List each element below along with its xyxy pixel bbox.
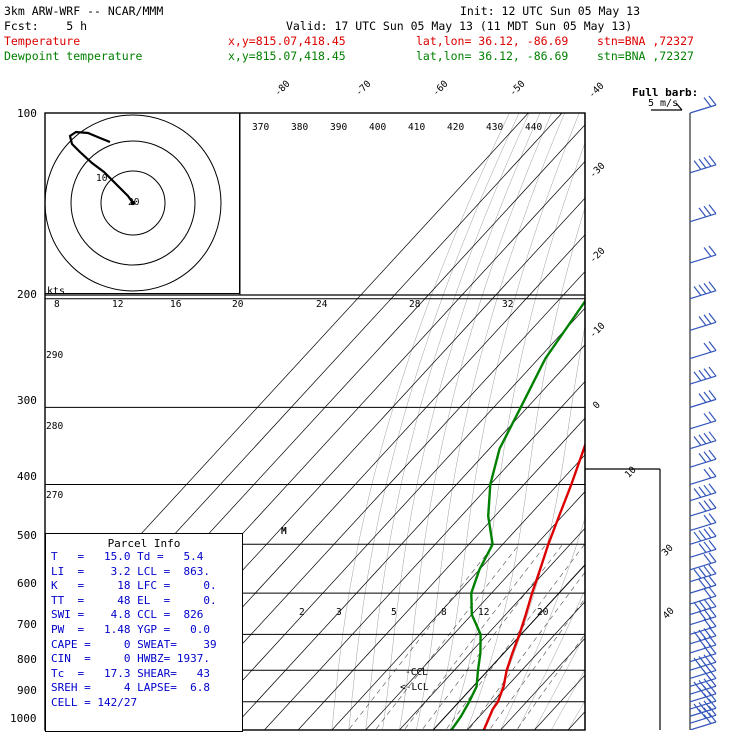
pressure-label-300: 300: [17, 394, 37, 407]
mixratio-label-5: 5: [391, 607, 397, 618]
hodograph: [44, 114, 222, 292]
pressure-label-700: 700: [17, 618, 37, 631]
dewpoint-legend-label: Dewpoint temperature: [4, 49, 143, 63]
parcel-info-row: Tc = 17.3 SHEAR= 43: [51, 666, 210, 680]
parcel-info-row: T = 15.0 Td = 5.4: [51, 550, 204, 563]
parcel-info-row: CAPE = 0 SWEAT= 39: [51, 637, 217, 651]
parcel-info-box: Parcel Info T = 15.0 Td = 5.4 LI = 3.2 LC…: [45, 533, 243, 732]
temperature-xy: x,y=815.07,418.45: [228, 34, 346, 48]
parcel-info-row: CELL = 142/27: [51, 695, 138, 709]
thetae-label-410: 410: [408, 122, 426, 133]
barb-legend-units: 5 m/s: [648, 98, 679, 109]
dewpoint-station: stn=BNA ,72327: [597, 49, 694, 63]
thetae-label-400: 400: [369, 122, 387, 133]
hodo-ring-label-10: 10: [96, 173, 108, 184]
pressure-label-500: 500: [17, 529, 37, 542]
parcel-info-row: K = 18 LFC = 0.: [51, 579, 217, 593]
dewpoint-xy: x,y=815.07,418.45: [228, 49, 346, 63]
thetae-label-430: 430: [486, 122, 504, 133]
barb-legend-sample: [651, 102, 683, 111]
ccl-annotation: -CCL: [405, 667, 428, 678]
mixratio-label-12: 12: [478, 607, 490, 618]
parcel-info-row: SREH = 4 LAPSE= 6.8: [51, 681, 210, 695]
temperature-legend-label: Temperature: [4, 34, 81, 48]
pressure-label-100: 100: [17, 107, 37, 120]
temperature-station: stn=BNA ,72327: [597, 34, 694, 48]
mixratio-label-3: 3: [336, 607, 342, 618]
parcel-info-row: SWI = 4.8 CCL = 826: [51, 608, 204, 622]
hodo-units-label: kts: [47, 286, 66, 297]
theta-label-270: 270: [46, 490, 64, 501]
thetae-label-370: 370: [252, 122, 270, 133]
barb-legend-title: Full barb:: [632, 86, 699, 99]
parcel-info-title: Parcel Info: [107, 537, 181, 550]
hodo-axis-label-16: 16: [170, 299, 182, 310]
thetae-label-440: 440: [525, 122, 543, 133]
pressure-label-600: 600: [17, 577, 37, 590]
mixratio-label-20: 20: [537, 607, 549, 618]
hodo-axis-label-20: 20: [232, 299, 244, 310]
init-time: Init: 12 UTC Sun 05 May 13: [460, 4, 641, 18]
lcl-annotation: <-LCL: [400, 682, 429, 693]
dewpoint-latlon: lat,lon= 36.12, -86.69: [416, 49, 569, 63]
hodo-axis-label-12: 12: [112, 299, 124, 310]
mixratio-label-8: 8: [441, 607, 447, 618]
pressure-label-200: 200: [17, 288, 37, 301]
thetae-label-390: 390: [330, 122, 348, 133]
pressure-label-400: 400: [17, 470, 37, 483]
parcel-info-row: TT = 48 EL = 0.: [51, 593, 217, 607]
model-title: 3km ARW-WRF -- NCAR/MMM: [4, 4, 164, 18]
thetae-label-420: 420: [447, 122, 465, 133]
hodo-axis-label-32: 32: [502, 299, 514, 310]
parcel-info-row: LI = 3.2 LCL = 863.: [51, 564, 210, 578]
thetae-label-380: 380: [291, 122, 309, 133]
forecast-hour: Fcst: 5 h: [4, 19, 88, 33]
parcel-info-row: CIN = 0 HWBZ= 1937.: [51, 652, 210, 666]
temperature-latlon: lat,lon= 36.12, -86.69: [416, 34, 569, 48]
hodo-axis-label-28: 28: [409, 299, 421, 310]
mixratio-label-2: 2: [299, 607, 305, 618]
theta-label-280: 280: [46, 421, 64, 432]
hodo-ring-label-20: 20: [128, 197, 140, 208]
hodo-axis-label-8: 8: [54, 299, 60, 310]
theta-label-290: 290: [46, 350, 64, 361]
pressure-label-800: 800: [17, 653, 37, 666]
pressure-label-900: 900: [17, 684, 37, 697]
pressure-label-1000: 1000: [10, 712, 37, 725]
hodo-axis-label-24: 24: [316, 299, 328, 310]
wetbulb-marker: M: [281, 526, 287, 537]
valid-time: Valid: 17 UTC Sun 05 May 13 (11 MDT Sun …: [286, 19, 633, 33]
parcel-info-row: PW = 1.48 YGP = 0.0: [51, 622, 210, 636]
